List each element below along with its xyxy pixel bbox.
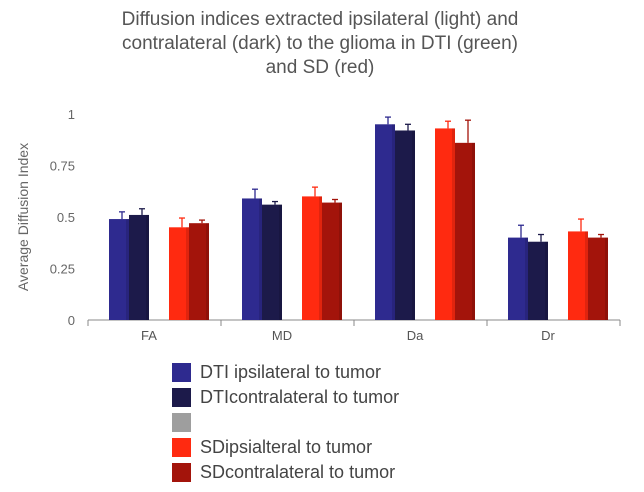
bar (455, 142, 475, 320)
bar-shade (605, 237, 608, 320)
bar-shade (472, 142, 475, 320)
chart-title: Diffusion indices extracted ipsilateral … (40, 8, 600, 80)
chart-title-line-1: Diffusion indices extracted ipsilateral … (121, 9, 519, 30)
legend-label-dti-contralateral: DTIcontralateral to tumor (200, 387, 400, 407)
legend-item-empty (172, 410, 399, 435)
bar-shade (412, 130, 415, 320)
bar (528, 241, 548, 320)
bar-shade (339, 202, 342, 320)
legend-swatch-dti-ipsilateral (172, 363, 191, 382)
legend-item-sd-contralateral: SDcontralateral to tumor (172, 460, 399, 485)
legend-swatch-sd-ipsilateral (172, 438, 191, 457)
bar-shade (585, 231, 588, 320)
chart-title-line-3: and SD (red) (265, 57, 375, 78)
y-tick-label: 0.25 (50, 262, 75, 277)
x-tick-label: Dr (541, 328, 555, 343)
x-tick-label: MD (272, 328, 292, 343)
bar-shade (279, 204, 282, 320)
bar (322, 202, 342, 320)
bar (242, 198, 262, 320)
legend-swatch-dti-contralateral (172, 388, 191, 407)
bar-shade (319, 196, 322, 320)
bar (435, 128, 455, 320)
bar (588, 237, 608, 320)
bar (262, 204, 282, 320)
bar-shade (259, 198, 262, 320)
legend-item-dti-ipsilateral: DTI ipsilateral to tumor (172, 360, 399, 385)
bar (302, 196, 322, 320)
chart-title-line-2: contralateral (dark) to the glioma in DT… (122, 33, 518, 54)
legend-swatch-empty (172, 413, 191, 432)
legend-item-sd-ipsilateral: SDipsialteral to tumor (172, 435, 399, 460)
bar (189, 223, 209, 320)
bar-shade (452, 128, 455, 320)
bar-shade (392, 124, 395, 320)
bar (109, 219, 129, 320)
bar-shade (206, 223, 209, 320)
bar-shade (525, 237, 528, 320)
bar (129, 214, 149, 320)
legend-label-sd-contralateral: SDcontralateral to tumor (200, 462, 396, 482)
y-axis-label: Average Diffusion Index (15, 143, 31, 291)
legend-swatch-sd-contralateral (172, 463, 191, 482)
bar (395, 130, 415, 320)
y-tick-label: 0.75 (50, 159, 75, 174)
x-tick-label: Da (407, 328, 424, 343)
bar (568, 231, 588, 320)
legend-label-sd-ipsilateral: SDipsialteral to tumor (200, 437, 373, 457)
bar-shade (126, 219, 129, 320)
bar-shade (545, 241, 548, 320)
bar-shade (186, 227, 189, 320)
legend-item-dti-contralateral: DTIcontralateral to tumor (172, 385, 399, 410)
bar-shade (146, 214, 149, 320)
bar (375, 124, 395, 320)
legend-label-dti-ipsilateral: DTI ipsilateral to tumor (200, 362, 382, 382)
legend: DTI ipsilateral to tumor DTIcontralatera… (172, 360, 399, 485)
bar (508, 237, 528, 320)
y-tick-label: 0.5 (57, 210, 75, 225)
bar (169, 227, 189, 320)
y-tick-label: 0 (68, 313, 75, 328)
x-tick-label: FA (141, 328, 157, 343)
y-tick-label: 1 (68, 107, 75, 122)
